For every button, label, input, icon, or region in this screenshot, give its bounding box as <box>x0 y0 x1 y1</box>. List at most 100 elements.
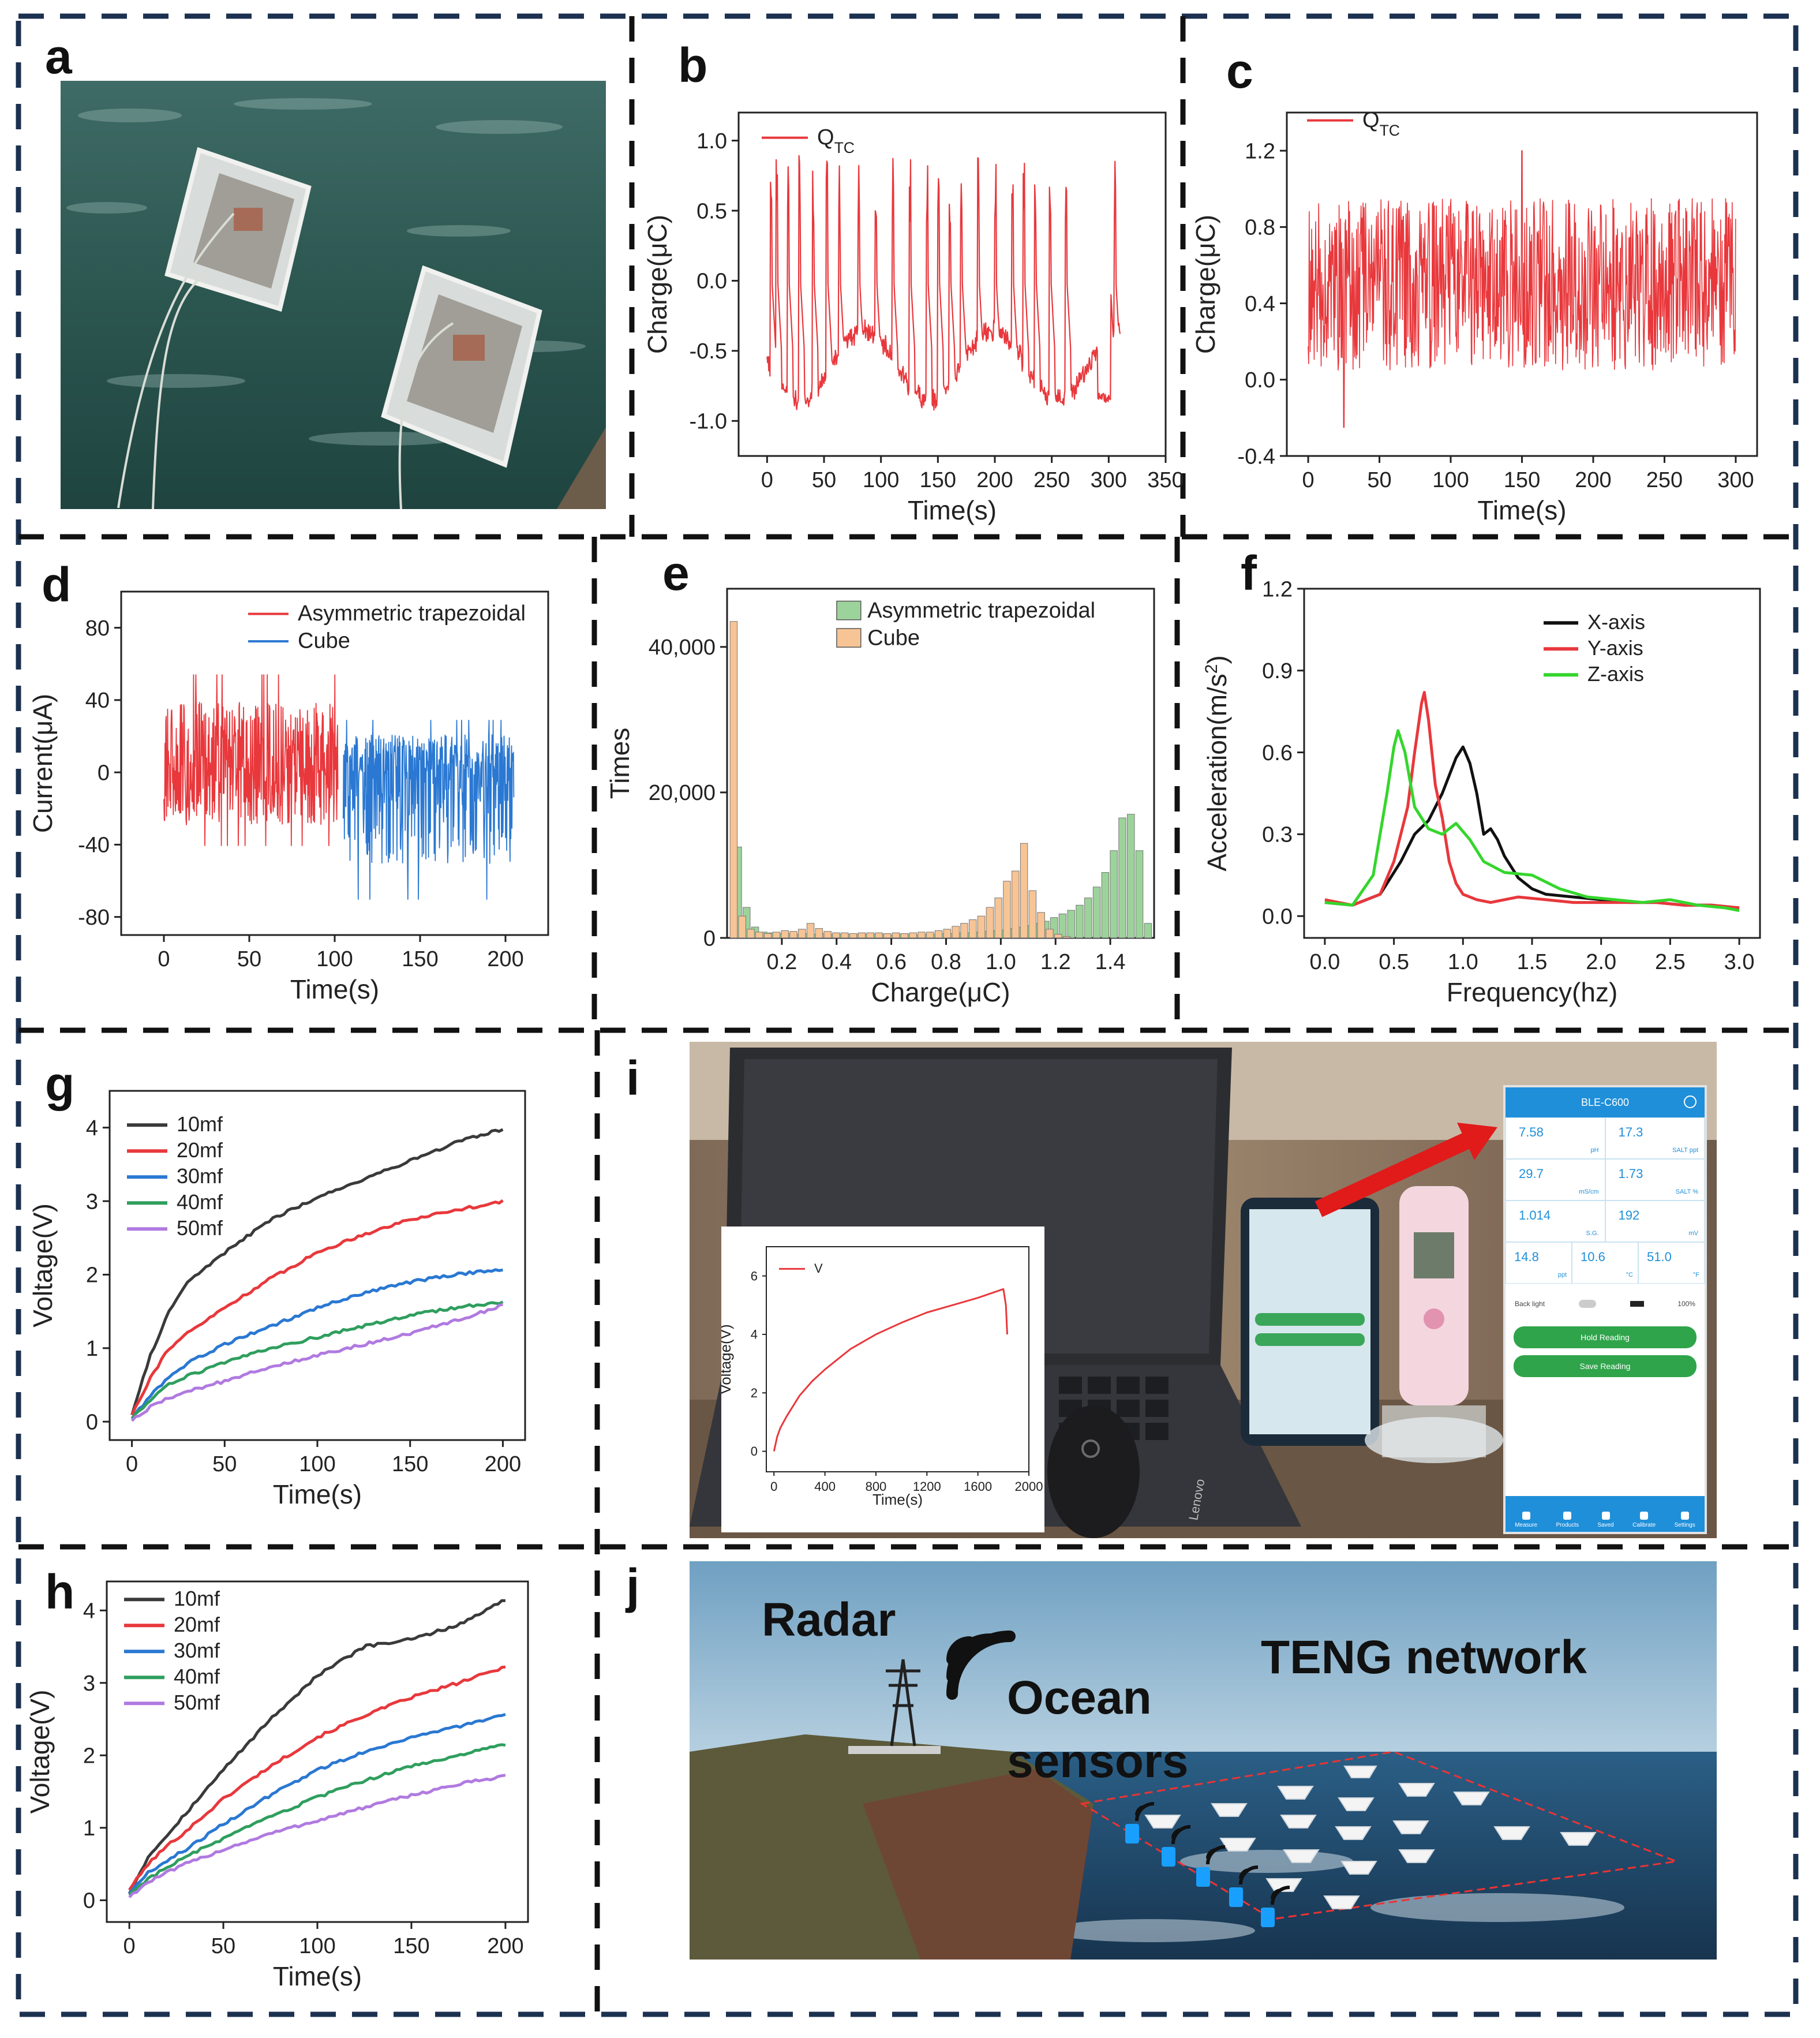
reading-cell: 7.58 pH <box>1506 1117 1605 1159</box>
x-tick-label: 0 <box>1302 468 1314 492</box>
x-tick-label: 2000 <box>1015 1479 1043 1494</box>
histogram-bar <box>729 621 738 938</box>
measure-icon <box>1522 1512 1530 1520</box>
histogram-bar <box>1054 934 1062 938</box>
legend-label: Y-axis <box>1587 636 1643 660</box>
hold-reading-button[interactable]: Hold Reading <box>1514 1326 1697 1348</box>
x-tick-label: 150 <box>392 1452 428 1476</box>
y-tick-label: 4 <box>751 1327 758 1342</box>
plot-frame <box>108 1090 526 1441</box>
x-tick-label: 200 <box>487 1934 523 1958</box>
histogram-bar <box>883 933 892 938</box>
y-axis-label: Times <box>605 728 635 799</box>
x-tick-label: 1200 <box>913 1479 941 1494</box>
y-tick-label: 0.5 <box>696 199 727 223</box>
x-axis-label: Time(s) <box>1477 495 1566 525</box>
chart-f: 0.0 0.5 1.0 1.5 2.0 2.5 3.0 0.0 0.3 0.6 0.9 1.2 Freq… <box>1202 577 1761 1007</box>
legend-label: 20mf <box>174 1613 220 1636</box>
legend-label: Cube <box>298 629 350 653</box>
legend-label: Asymmetric trapezoidal <box>298 601 526 626</box>
reading-value: 10.6 <box>1581 1250 1605 1264</box>
teng-units <box>1144 1766 1597 1909</box>
histogram-bar <box>798 929 806 938</box>
histogram-bar <box>1028 890 1037 938</box>
histogram-bar <box>1046 929 1054 938</box>
x-tick-label: 300 <box>1717 468 1754 492</box>
x-tick-label: 100 <box>299 1452 335 1476</box>
reading-value: 14.8 <box>1514 1250 1539 1264</box>
tab-label: Saved <box>1597 1522 1614 1528</box>
x-tick-label: 2.0 <box>1586 950 1616 974</box>
x-tick-label: 0.8 <box>931 950 961 974</box>
y-axis-label: Voltage(V) <box>721 1324 734 1394</box>
tab-calibrate[interactable]: Calibrate <box>1632 1512 1656 1528</box>
histogram-bar <box>969 919 977 938</box>
x-tick-label: 0 <box>123 1934 136 1958</box>
tab-label: Settings <box>1674 1522 1695 1528</box>
y-tick-label: 3 <box>86 1190 98 1214</box>
histogram-bar <box>1135 850 1144 938</box>
legend-label: 50mf <box>177 1216 223 1240</box>
tab-products[interactable]: Products <box>1556 1512 1579 1528</box>
reading-cell: 10.6 °C <box>1572 1242 1638 1284</box>
panel-label-f: f <box>1241 546 1257 600</box>
plot-frame <box>737 111 1167 457</box>
histogram-bar <box>815 928 823 938</box>
histogram-bar <box>781 930 789 938</box>
x-tick-label: 250 <box>1033 468 1070 492</box>
y-tick-label: 6 <box>751 1269 758 1283</box>
histogram-bar <box>755 932 763 938</box>
y-tick-label: -0.4 <box>1238 444 1275 469</box>
histogram-bar <box>1037 912 1045 938</box>
histogram-bar <box>892 932 900 938</box>
x-tick-label: 50 <box>211 1934 235 1958</box>
photo-sea-devices <box>61 81 606 509</box>
readings-grid: 7.58 pH 17.3 SALT ppt 29.7 mS/cm 1.73 SALT % 1.0… <box>1506 1117 1705 1284</box>
y-axis-label: Voltage(V) <box>25 1690 55 1814</box>
legend-label: X-axis <box>1587 610 1645 634</box>
histogram-bar <box>866 932 874 938</box>
paren: ) <box>1202 655 1232 664</box>
tab-saved[interactable]: Saved <box>1597 1512 1614 1528</box>
ocean-sensors-label-2: sensors <box>1007 1735 1189 1788</box>
battery-icon <box>1630 1301 1644 1307</box>
ocean-scene-illustration <box>690 1561 1717 1960</box>
y-tick-label: 40,000 <box>649 635 716 660</box>
backlight-row: Back light 100% <box>1506 1284 1705 1314</box>
backlight-toggle[interactable] <box>1578 1300 1596 1308</box>
save-reading-button[interactable]: Save Reading <box>1514 1355 1697 1377</box>
histogram-bar <box>1062 936 1071 938</box>
globe-icon[interactable] <box>1684 1095 1697 1108</box>
panel-label-d: d <box>42 558 72 612</box>
tab-measure[interactable]: Measure <box>1515 1512 1537 1528</box>
legend-label: Asymmetric trapezoidal <box>867 599 1095 623</box>
ocean-sensor-icons <box>1125 1802 1290 1927</box>
legend-label: V <box>814 1261 823 1276</box>
y-tick-label: 0.0 <box>1262 904 1293 929</box>
series-line-v <box>773 1288 1008 1452</box>
superscript: 2 <box>1202 664 1221 674</box>
reading-value: 192 <box>1618 1208 1640 1222</box>
mouse <box>1047 1405 1140 1538</box>
series-line-z-axis <box>1324 729 1740 913</box>
sea-devices-illustration <box>61 81 606 509</box>
x-tick-label: 0 <box>126 1452 138 1476</box>
inset-background <box>721 1226 1044 1532</box>
legend-label: 40mf <box>174 1665 220 1688</box>
reading-value: 17.3 <box>1618 1125 1643 1139</box>
chart-h: 0 50 100 150 200 0 1 2 3 4 Time(s) Voltage(V) 10mf 20… <box>25 1580 529 1991</box>
series-line-20mf <box>128 1665 506 1891</box>
x-tick-label: 400 <box>814 1479 836 1494</box>
histogram-bar <box>952 926 960 938</box>
x-axis-label: Time(s) <box>872 1491 923 1508</box>
x-tick-label: 0.0 <box>1309 950 1340 974</box>
reading-unit: SALT % <box>1675 1188 1698 1195</box>
tab-settings[interactable]: Settings <box>1675 1512 1695 1528</box>
y-axis-label: Charge(μC) <box>1190 215 1220 354</box>
chart-b: 0 50 100 150 200 250 300 350 -1.0 -0.5 0.0 0.5 1.0 Ti… <box>642 111 1183 525</box>
reading-cell: 1.73 SALT % <box>1605 1159 1705 1201</box>
radar-label: Radar <box>762 1594 896 1646</box>
app-title: BLE-C600 <box>1581 1096 1630 1108</box>
histogram-bar <box>738 915 746 938</box>
mouse-logo-icon <box>1081 1439 1100 1458</box>
